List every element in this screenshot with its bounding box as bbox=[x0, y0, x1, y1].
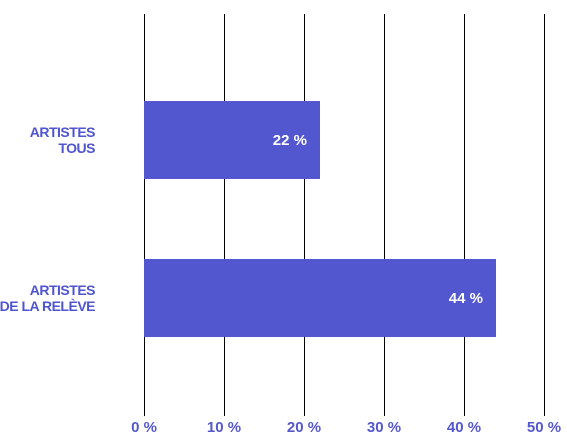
category-label-line: ARTISTES bbox=[30, 282, 95, 298]
x-tick-label-10: 10 % bbox=[207, 419, 241, 436]
x-tick-label-40: 40 % bbox=[447, 419, 481, 436]
x-tick-label-30: 30 % bbox=[367, 419, 401, 436]
x-tick-label-20: 20 % bbox=[287, 419, 321, 436]
category-label-line: TOUS bbox=[58, 140, 95, 156]
category-label-1: ARTISTES DE LA RELÈVE bbox=[0, 282, 95, 314]
category-label-0: ARTISTES TOUS bbox=[30, 124, 95, 156]
bar-0 bbox=[144, 101, 320, 179]
bar-1 bbox=[144, 259, 496, 337]
grid-lines bbox=[144, 14, 545, 416]
category-label-line: ARTISTES bbox=[30, 124, 95, 140]
data-label-0: 22 % bbox=[273, 132, 307, 149]
x-axis-ticks: 0 % 10 % 20 % 30 % 40 % 50 % bbox=[131, 419, 561, 436]
data-label-1: 44 % bbox=[449, 290, 483, 307]
category-label-line: DE LA RELÈVE bbox=[0, 298, 95, 314]
bars: 22 % 44 % bbox=[144, 101, 496, 337]
x-tick-label-0: 0 % bbox=[131, 419, 157, 436]
x-tick-label-50: 50 % bbox=[527, 419, 561, 436]
